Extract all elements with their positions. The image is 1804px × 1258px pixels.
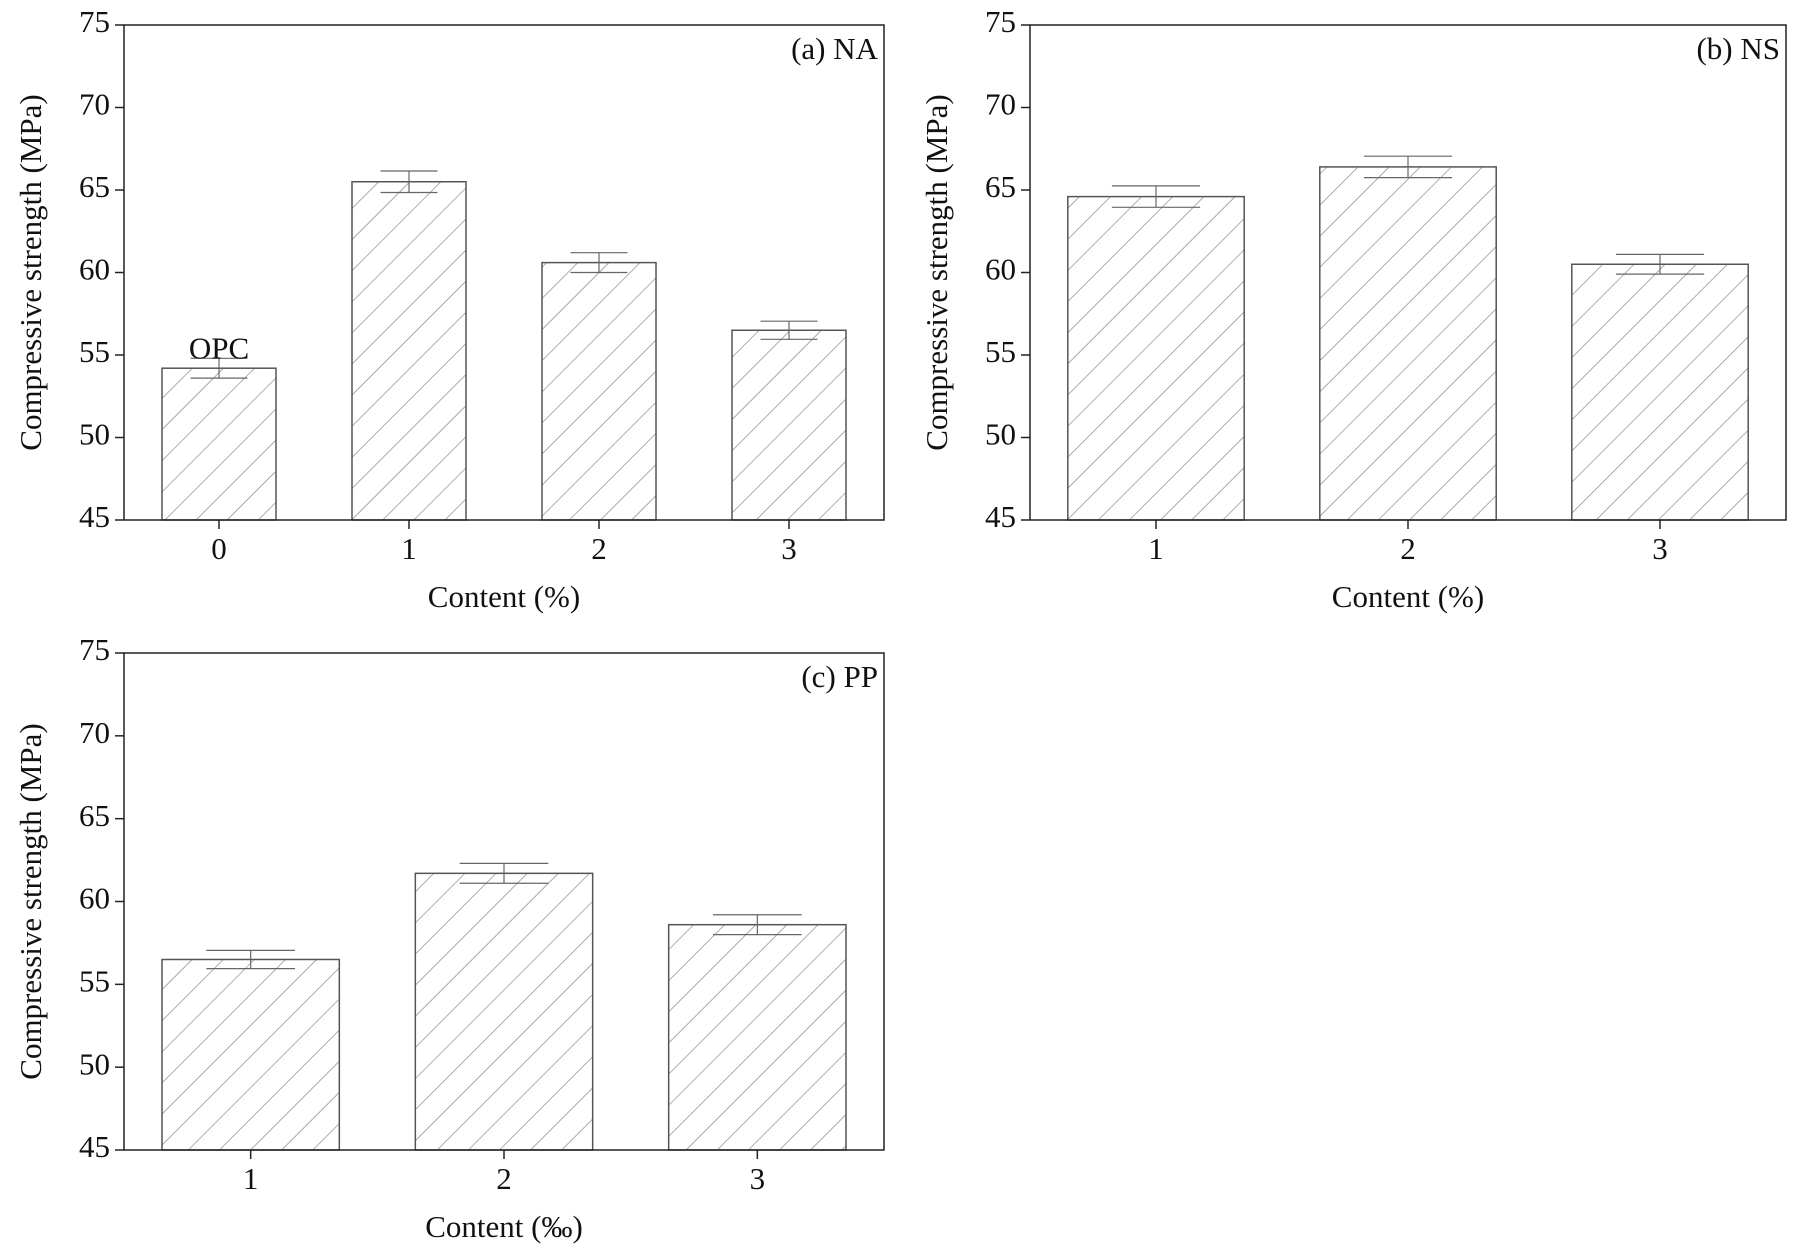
- y-tick-label: 55: [985, 334, 1016, 369]
- bar: [541, 261, 657, 521]
- x-tick-label: 1: [243, 1161, 259, 1196]
- x-tick-label: 3: [750, 1161, 766, 1196]
- y-tick-label: 65: [79, 798, 110, 833]
- y-tick-label: 70: [79, 87, 110, 122]
- x-tick-label: 1: [401, 531, 417, 566]
- x-tick-label: 1: [1148, 531, 1164, 566]
- bar: [161, 958, 341, 1151]
- panel-title: (c) PP: [801, 659, 878, 694]
- y-tick-label: 50: [985, 417, 1016, 452]
- x-tick-label: 2: [591, 531, 607, 566]
- x-tick-label: 3: [1652, 531, 1668, 566]
- y-tick-label: 60: [79, 252, 110, 287]
- y-tick-label: 65: [985, 169, 1016, 204]
- y-tick-label: 55: [79, 334, 110, 369]
- axes-frame: [123, 24, 885, 521]
- y-tick-label: 70: [985, 87, 1016, 122]
- y-axis-label: Compressive strength (MPa): [13, 94, 48, 450]
- axes-frame: [123, 652, 885, 1151]
- x-tick-label: 2: [1400, 531, 1416, 566]
- x-tick-label: 3: [781, 531, 797, 566]
- x-tick-label: 2: [496, 1161, 512, 1196]
- y-tick-label: 50: [79, 1046, 110, 1081]
- bar: [161, 367, 277, 521]
- y-tick-label: 60: [985, 252, 1016, 287]
- x-axis-label: Content (‰): [425, 1209, 583, 1244]
- panel-title: (b) NS: [1696, 31, 1780, 66]
- y-tick-label: 60: [79, 881, 110, 916]
- bar: [351, 181, 467, 521]
- x-axis-label: Content (%): [1332, 579, 1484, 614]
- y-tick-label: 75: [985, 4, 1016, 39]
- axes-frame: [1029, 24, 1787, 521]
- y-tick-label: 65: [79, 169, 110, 204]
- bar: [1067, 195, 1245, 521]
- panel-title: (a) NA: [791, 31, 879, 66]
- bar: [1319, 166, 1497, 521]
- y-tick-label: 45: [79, 499, 110, 534]
- y-tick-label: 70: [79, 715, 110, 750]
- bar: [1571, 263, 1749, 521]
- annotation: OPC: [189, 330, 249, 365]
- bar: [731, 329, 847, 521]
- y-tick-label: 75: [79, 4, 110, 39]
- bar: [414, 872, 594, 1151]
- y-tick-label: 50: [79, 417, 110, 452]
- y-axis-label: Compressive strength (MPa): [919, 94, 954, 450]
- y-tick-label: 45: [79, 1129, 110, 1164]
- y-axis-label: Compressive strength (MPa): [13, 723, 48, 1079]
- bar: [667, 923, 847, 1151]
- y-tick-label: 55: [79, 963, 110, 998]
- x-tick-label: 0: [211, 531, 227, 566]
- y-tick-label: 45: [985, 499, 1016, 534]
- y-tick-label: 75: [79, 632, 110, 667]
- x-axis-label: Content (%): [428, 579, 580, 614]
